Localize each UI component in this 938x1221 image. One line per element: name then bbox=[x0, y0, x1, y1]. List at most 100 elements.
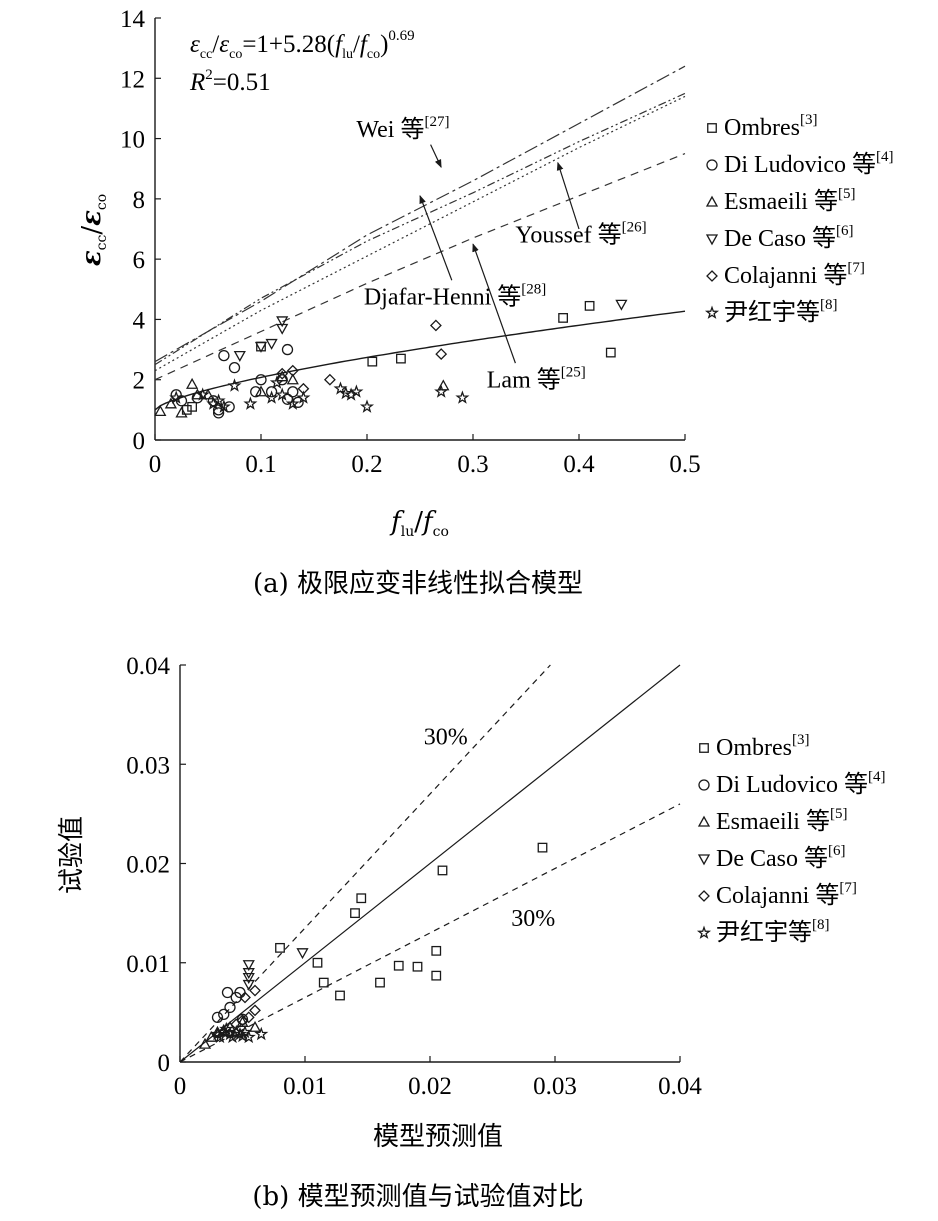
chart-a-y-tick-label: 2 bbox=[133, 368, 146, 395]
chart-b-point-s0-10 bbox=[431, 945, 442, 956]
chart-a-point-s1-13 bbox=[281, 343, 294, 356]
chart-a-axes: 0 0.1 0.2 0.3 0.4 0.5 0 2 4 6 8 10 12 14 bbox=[120, 6, 701, 478]
chart-a-legend-entry-0: Ombres[3] bbox=[724, 112, 817, 141]
chart-b-axes: 0 0.01 0.02 0.03 0.04 0 0.01 0.02 0.03 0.04 bbox=[126, 653, 702, 1100]
chart-b-x-tick-label: 0.04 bbox=[658, 1073, 702, 1100]
chart-b-ref-line-equality bbox=[179, 664, 681, 1063]
chart-a-point-s5-10 bbox=[285, 396, 300, 410]
chart-b-legend-entry-4: Colajanni 等[7] bbox=[716, 880, 857, 909]
chart-a-y-tick-label: 10 bbox=[120, 127, 145, 154]
chart-b-reference-lines: 30% 30% bbox=[179, 664, 681, 1063]
chart-a-point-s2-6 bbox=[254, 385, 268, 397]
chart-a-point-s0-3 bbox=[367, 356, 378, 367]
chart-a-annotation-1: Youssef 等[26] bbox=[515, 220, 646, 249]
chart-a-legend-entry-5: 尹红宇等[8] bbox=[724, 297, 838, 326]
chart-a-point-s1-8 bbox=[228, 362, 241, 374]
chart-a-point-s5-18 bbox=[455, 390, 470, 404]
chart-a-point-s0-5 bbox=[558, 313, 568, 323]
chart-a-point-s2-3 bbox=[185, 377, 199, 389]
chart-a-model-line-3 bbox=[154, 153, 686, 381]
chart-a-annotation-arrow-1 bbox=[556, 161, 580, 230]
chart-a-caption: (a) 极限应变非线性拟合模型 bbox=[253, 569, 583, 599]
chart-a-point-s4-3 bbox=[323, 373, 336, 386]
chart-a-point-s3-5 bbox=[615, 299, 628, 311]
chart-b-point-s4-3 bbox=[249, 1004, 261, 1017]
chart-b-point-s0-5 bbox=[356, 893, 367, 904]
chart-a-point-s5-16 bbox=[359, 399, 375, 413]
chart-b-point-s3-3 bbox=[242, 979, 255, 991]
chart-b-caption: (b) 模型预测值与试验值对比 bbox=[252, 1182, 583, 1212]
chart-a-ultimate-strain-fit: 0 0.1 0.2 0.3 0.4 0.5 0 2 4 6 8 10 12 14 Wei 等[27] You… bbox=[77, 6, 893, 599]
chart-b-point-s5-2 bbox=[216, 1024, 231, 1039]
chart-a-point-s2-0 bbox=[154, 405, 167, 417]
chart-a-point-s5-9 bbox=[275, 387, 290, 401]
chart-a-x-tick-label: 0.1 bbox=[245, 451, 276, 478]
chart-a-legend-marker-2 bbox=[705, 195, 719, 207]
chart-b-ref-label-upper_30: 30% bbox=[424, 724, 468, 750]
chart-a-point-s2-1 bbox=[164, 397, 178, 409]
chart-b-ref-line-lower_30 bbox=[179, 803, 681, 1063]
chart-b-point-s5-11 bbox=[254, 1026, 269, 1041]
chart-b-point-s0-6 bbox=[375, 977, 385, 988]
chart-a-legend-marker-3 bbox=[705, 234, 719, 246]
chart-a-point-s5-4 bbox=[216, 399, 231, 413]
chart-b-legend-entry-1: Di Ludovico 等[4] bbox=[716, 769, 885, 798]
chart-b-legend-marker-5 bbox=[696, 925, 712, 939]
chart-b-point-s5-1 bbox=[212, 1029, 228, 1044]
chart-a-point-s5-2 bbox=[206, 396, 221, 410]
chart-b-legend: Ombres[3] Di Ludovico 等[4] Esmaeili 等[5] De… bbox=[696, 732, 885, 946]
chart-a-y-tick-label: 4 bbox=[133, 307, 146, 334]
chart-b-point-s2-6 bbox=[236, 1015, 249, 1027]
chart-b-point-s0-9 bbox=[431, 970, 442, 981]
chart-b-legend-marker-3 bbox=[697, 854, 711, 866]
chart-a-point-s5-15 bbox=[349, 384, 364, 398]
chart-a-y-axis-label: εcc/εco bbox=[77, 194, 110, 266]
chart-a-point-s1-6 bbox=[218, 349, 230, 362]
chart-a-annotation-0: Wei 等[27] bbox=[356, 114, 449, 143]
chart-a-legend-marker-5 bbox=[704, 305, 720, 319]
chart-b-legend-entry-5: 尹红宇等[8] bbox=[716, 917, 830, 946]
chart-a-point-s4-1 bbox=[286, 364, 299, 377]
chart-b-legend-marker-2 bbox=[697, 815, 711, 827]
chart-a-point-s2-8 bbox=[286, 373, 299, 385]
chart-a-point-s0-1 bbox=[187, 401, 198, 412]
chart-a-y-tick-label: 14 bbox=[120, 6, 146, 33]
chart-a-data-points bbox=[154, 299, 628, 419]
chart-a-point-s1-5 bbox=[212, 407, 225, 419]
chart-b-point-s1-2 bbox=[221, 986, 234, 999]
chart-b-y-tick-label: 0.01 bbox=[126, 951, 170, 978]
chart-a-point-s4-4 bbox=[429, 319, 442, 332]
chart-b-x-tick-label: 0.01 bbox=[283, 1073, 327, 1100]
chart-b-legend-entry-0: Ombres[3] bbox=[716, 732, 809, 761]
chart-b-point-s0-12 bbox=[537, 842, 548, 853]
chart-b-y-tick-label: 0.02 bbox=[126, 852, 170, 879]
chart-b-point-s0-7 bbox=[393, 960, 404, 971]
chart-b-point-s0-0 bbox=[275, 942, 285, 953]
chart-a-x-tick-label: 0.5 bbox=[669, 451, 700, 478]
chart-a-point-s5-6 bbox=[243, 396, 258, 410]
chart-a-point-s5-0 bbox=[169, 390, 184, 404]
chart-a-point-s5-1 bbox=[195, 387, 210, 401]
chart-a-point-s0-6 bbox=[584, 300, 595, 311]
chart-a-point-s3-0 bbox=[233, 350, 246, 362]
chart-a-annotation-arrow-3 bbox=[472, 243, 516, 364]
chart-a-point-s4-5 bbox=[435, 348, 448, 361]
chart-a-legend-marker-0 bbox=[707, 123, 717, 133]
chart-b-point-s1-1 bbox=[218, 1008, 230, 1021]
chart-a-point-s5-8 bbox=[269, 375, 284, 389]
chart-b-y-axis-label: 试验值 bbox=[57, 816, 87, 894]
chart-b-point-s1-3 bbox=[224, 1001, 236, 1014]
chart-a-model-line-0 bbox=[154, 65, 686, 363]
chart-b-point-s0-8 bbox=[412, 961, 423, 972]
chart-a-x-axis-label: flu/fco bbox=[389, 507, 449, 540]
chart-a-fit-line bbox=[154, 310, 686, 411]
chart-a-point-s5-5 bbox=[227, 378, 242, 392]
chart-b-point-s0-1 bbox=[312, 957, 323, 968]
chart-b-point-s2-7 bbox=[248, 1020, 262, 1032]
chart-b-point-s3-4 bbox=[296, 948, 309, 960]
chart-b-x-axis-label: 模型预测值 bbox=[373, 1122, 503, 1152]
chart-a-point-s1-16 bbox=[292, 396, 304, 408]
chart-b-point-s2-0 bbox=[198, 1037, 212, 1049]
chart-a-legend: Ombres[3] Di Ludovico 等[4] Esmaeili 等[5] De… bbox=[704, 112, 893, 326]
